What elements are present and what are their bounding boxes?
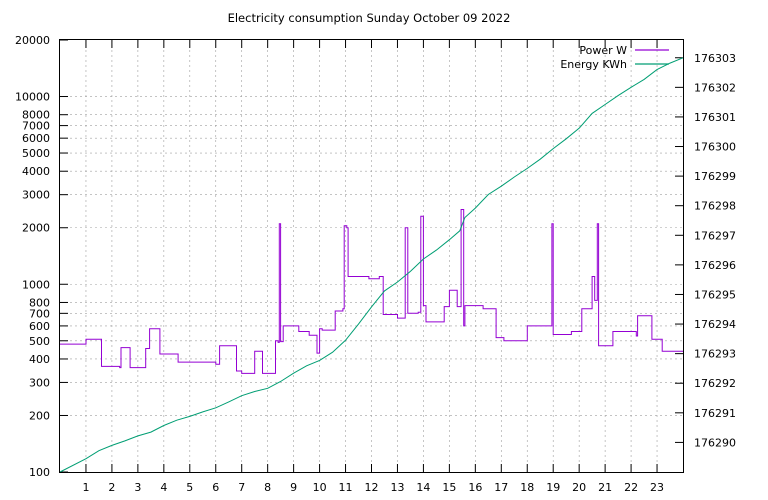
- y-tick-label: 2000: [22, 222, 50, 235]
- y-tick-label: 5000: [22, 147, 50, 160]
- x-tick-label: 13: [390, 481, 404, 494]
- y2-tick-label: 176295: [694, 288, 736, 301]
- y-tick-label: 4000: [22, 165, 50, 178]
- y2-tick-label: 176298: [694, 200, 736, 213]
- y2-tick-label: 176300: [694, 141, 736, 154]
- grid: [60, 40, 683, 472]
- y2-tick-label: 176299: [694, 170, 736, 183]
- y2-tick-label: 176297: [694, 229, 736, 242]
- y-tick-label: 600: [29, 320, 50, 333]
- x-tick-label: 15: [442, 481, 456, 494]
- x-tick-label: 12: [365, 481, 379, 494]
- x-tick-label: 9: [290, 481, 297, 494]
- y-axis-right-ticks: 176290 176291 176292 176293 176294 176295 1762…: [675, 52, 736, 449]
- x-tick-label: 4: [160, 481, 167, 494]
- y2-tick-label: 176290: [694, 436, 736, 449]
- y-tick-label: 6000: [22, 132, 50, 145]
- y-tick-label: 100: [29, 466, 50, 479]
- chart-title: Electricity consumption Sunday October 0…: [228, 11, 511, 25]
- series-layer: [59, 57, 684, 473]
- y-tick-label: 7000: [22, 120, 50, 133]
- y-tick-label: 500: [29, 335, 50, 348]
- x-tick-label: 3: [134, 481, 141, 494]
- y-tick-label: 700: [29, 307, 50, 320]
- y2-tick-label: 176296: [694, 259, 736, 272]
- x-tick-label: 20: [572, 481, 586, 494]
- x-tick-label: 19: [546, 481, 560, 494]
- x-axis-ticks: 1 2 3 4 5 6 7 8 9 10 11 12 13 14 15 16 17 18 19 20 21 22 23: [82, 40, 664, 494]
- x-tick-label: 2: [108, 481, 115, 494]
- y2-tick-label: 176301: [694, 111, 736, 124]
- y-tick-label: 10000: [15, 91, 50, 104]
- legend-label-energy: Energy KWh: [560, 58, 627, 71]
- y-tick-label: 200: [29, 409, 50, 422]
- y-tick-label: 20000: [15, 34, 50, 47]
- series-energy-line: [59, 57, 684, 473]
- plot-frame: [59, 39, 684, 473]
- x-tick-label: 17: [494, 481, 508, 494]
- y-tick-label: 800: [29, 296, 50, 309]
- y2-tick-label: 176292: [694, 377, 736, 390]
- y-tick-label: 300: [29, 376, 50, 389]
- y2-tick-label: 176293: [694, 348, 736, 361]
- series-power-line: [60, 209, 683, 374]
- x-tick-label: 8: [264, 481, 271, 494]
- x-tick-label: 5: [186, 481, 193, 494]
- y-tick-label: 3000: [22, 189, 50, 202]
- legend: Power W Energy KWh: [560, 44, 669, 71]
- x-tick-label: 22: [624, 481, 638, 494]
- x-tick-label: 10: [313, 481, 327, 494]
- x-tick-label: 14: [416, 481, 430, 494]
- legend-label-power: Power W: [579, 44, 627, 57]
- x-tick-label: 7: [238, 481, 245, 494]
- y2-tick-label: 176294: [694, 318, 736, 331]
- x-tick-label: 11: [339, 481, 353, 494]
- y-tick-label: 1000: [22, 278, 50, 291]
- y-tick-label: 8000: [22, 109, 50, 122]
- y2-tick-label: 176302: [694, 81, 736, 94]
- y2-tick-label: 176303: [694, 52, 736, 65]
- x-tick-label: 16: [468, 481, 482, 494]
- x-tick-label: 21: [598, 481, 612, 494]
- x-tick-label: 1: [82, 481, 89, 494]
- x-tick-label: 23: [650, 481, 664, 494]
- x-tick-label: 6: [212, 481, 219, 494]
- x-tick-label: 18: [520, 481, 534, 494]
- y-tick-label: 400: [29, 353, 50, 366]
- y2-tick-label: 176291: [694, 407, 736, 420]
